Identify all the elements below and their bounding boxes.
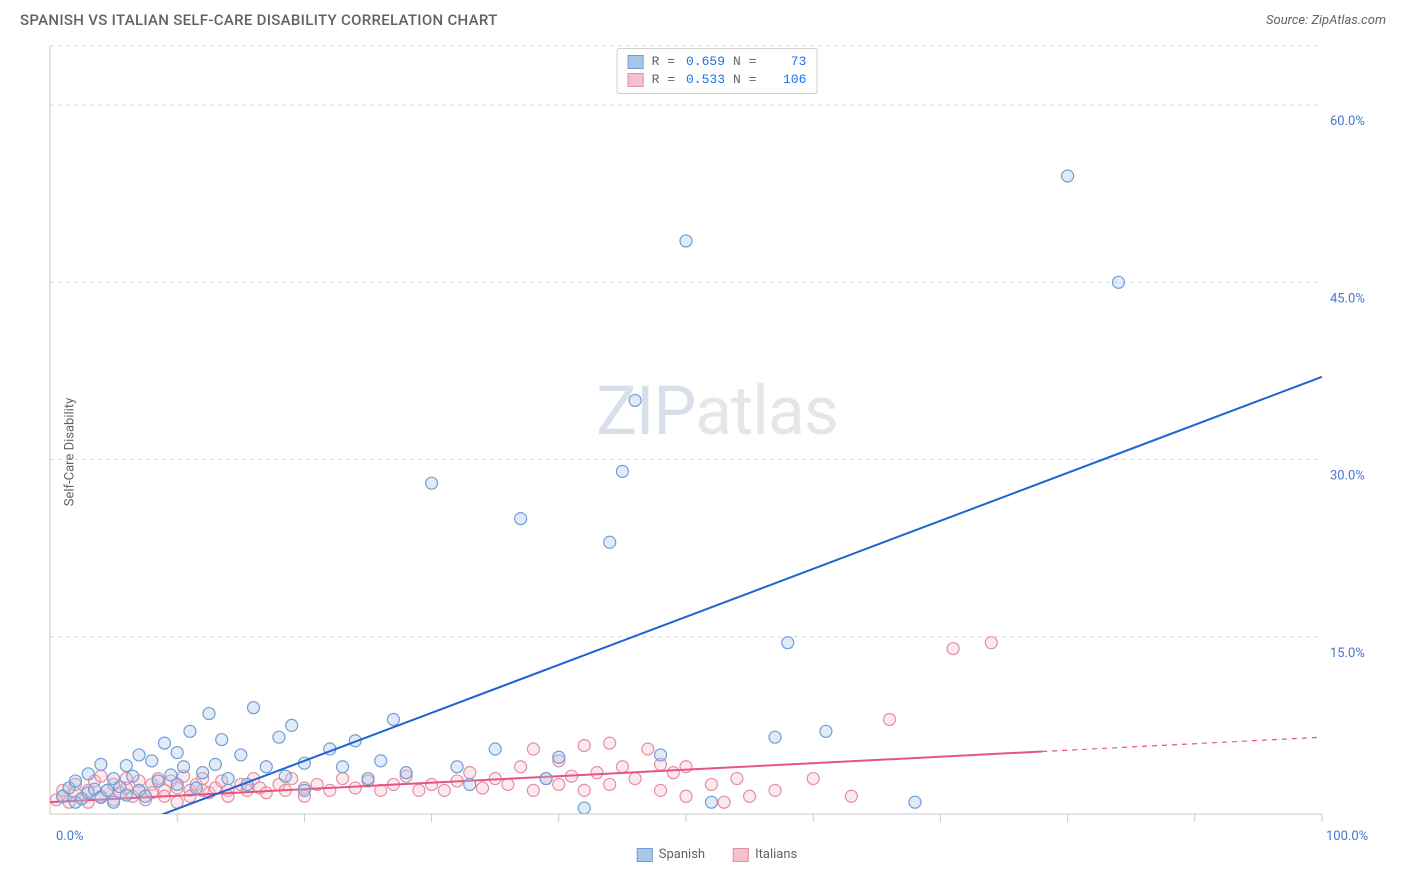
n-value-spanish: 73 — [764, 53, 806, 71]
legend-label-spanish: Spanish — [659, 847, 705, 862]
chart-title: SPANISH VS ITALIAN SELF-CARE DISABILITY … — [20, 11, 498, 29]
chart-area: Self-Care Disability 15.0% 30.0% 45.0% 60.0… — [48, 42, 1386, 862]
svg-text:30.0%: 30.0% — [1330, 469, 1365, 484]
svg-text:45.0%: 45.0% — [1330, 291, 1365, 306]
legend-item-spanish: Spanish — [637, 847, 705, 862]
series-legend: Spanish Italians — [637, 847, 797, 862]
r-label: R = — [652, 71, 675, 89]
swatch-italian — [628, 73, 644, 87]
n-value-italian: 106 — [764, 71, 806, 89]
swatch-spanish — [628, 55, 644, 69]
scatter-plot: 15.0% 30.0% 45.0% 60.0% 0.0% 100.0% — [48, 42, 1386, 862]
svg-text:0.0%: 0.0% — [56, 829, 84, 844]
r-label: R = — [652, 53, 675, 71]
stats-row-italian: R = 0.533 N = 106 — [628, 71, 807, 89]
svg-text:15.0%: 15.0% — [1330, 646, 1365, 661]
y-axis-label: Self-Care Disability — [63, 398, 78, 506]
source-name: ZipAtlas.com — [1311, 13, 1386, 28]
legend-item-italian: Italians — [733, 847, 797, 862]
legend-label-italian: Italians — [755, 847, 797, 862]
source-credit: Source: ZipAtlas.com — [1266, 13, 1386, 28]
stats-legend: R = 0.659 N = 73 R = 0.533 N = 106 — [617, 48, 818, 94]
r-value-spanish: 0.659 — [683, 53, 725, 71]
r-value-italian: 0.533 — [683, 71, 725, 89]
swatch-italian — [733, 848, 749, 862]
header: SPANISH VS ITALIAN SELF-CARE DISABILITY … — [0, 0, 1406, 40]
stats-row-spanish: R = 0.659 N = 73 — [628, 53, 807, 71]
n-label: N = — [733, 53, 756, 71]
swatch-spanish — [637, 848, 653, 862]
svg-text:100.0%: 100.0% — [1326, 829, 1368, 844]
source-prefix: Source: — [1266, 13, 1311, 28]
n-label: N = — [733, 71, 756, 89]
svg-text:60.0%: 60.0% — [1330, 114, 1365, 129]
